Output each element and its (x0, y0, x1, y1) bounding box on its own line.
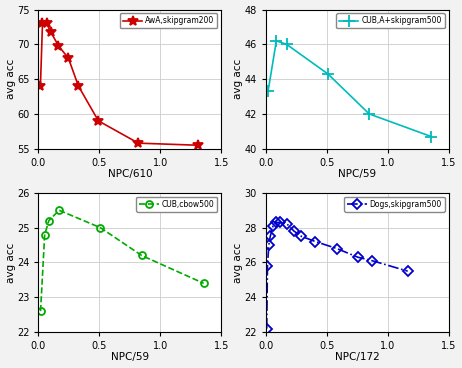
Line: Dogs,skipgram500: Dogs,skipgram500 (263, 219, 411, 332)
X-axis label: NPC/59: NPC/59 (338, 169, 377, 179)
Dogs,skipgram500 (313, 239, 318, 244)
Legend: CUB,A+skipgram500: CUB,A+skipgram500 (336, 13, 445, 28)
X-axis label: NPC/172: NPC/172 (335, 353, 380, 362)
CUB,cbow500 (56, 208, 62, 212)
AwA,skipgram200 (37, 84, 43, 88)
AwA,skipgram200 (56, 43, 61, 48)
Legend: AwA,skipgram200: AwA,skipgram200 (120, 13, 218, 28)
Dogs,skipgram500 (267, 234, 273, 238)
AwA,skipgram200 (96, 119, 101, 123)
Dogs,skipgram500 (370, 258, 375, 263)
Line: CUB,cbow500: CUB,cbow500 (37, 207, 207, 315)
AwA,skipgram200 (66, 56, 71, 60)
Dogs,skipgram500 (270, 224, 276, 228)
AwA,skipgram200 (44, 21, 49, 26)
CUB,A+skipgram500 (265, 89, 271, 93)
Legend: Dogs,skipgram500: Dogs,skipgram500 (345, 197, 445, 212)
Y-axis label: avg acc: avg acc (6, 59, 16, 99)
CUB,cbow500 (46, 219, 52, 223)
Y-axis label: avg acc: avg acc (233, 242, 243, 283)
Dogs,skipgram500 (266, 243, 272, 247)
CUB,cbow500 (139, 253, 145, 258)
Dogs,skipgram500 (264, 326, 269, 331)
AwA,skipgram200 (195, 143, 201, 148)
AwA,skipgram200 (136, 141, 141, 145)
X-axis label: NPC/610: NPC/610 (108, 169, 152, 179)
CUB,cbow500 (97, 226, 103, 230)
CUB,cbow500 (201, 281, 207, 286)
Dogs,skipgram500 (298, 234, 304, 238)
Dogs,skipgram500 (273, 220, 279, 224)
CUB,cbow500 (42, 233, 48, 237)
Dogs,skipgram500 (277, 220, 283, 224)
CUB,A+skipgram500 (274, 39, 279, 43)
Line: CUB,A+skipgram500: CUB,A+skipgram500 (262, 35, 437, 142)
CUB,cbow500 (38, 309, 43, 314)
CUB,A+skipgram500 (428, 134, 434, 139)
Line: AwA,skipgram200: AwA,skipgram200 (36, 19, 203, 150)
Legend: CUB,cbow500: CUB,cbow500 (136, 197, 218, 212)
AwA,skipgram200 (76, 84, 81, 88)
Dogs,skipgram500 (265, 264, 270, 268)
CUB,A+skipgram500 (325, 72, 331, 76)
CUB,A+skipgram500 (366, 112, 372, 116)
AwA,skipgram200 (40, 21, 45, 26)
Dogs,skipgram500 (355, 255, 361, 259)
AwA,skipgram200 (48, 29, 54, 34)
CUB,A+skipgram500 (284, 42, 289, 47)
X-axis label: NPC/59: NPC/59 (111, 353, 149, 362)
Dogs,skipgram500 (291, 229, 297, 233)
Dogs,skipgram500 (285, 222, 290, 226)
Dogs,skipgram500 (405, 269, 410, 273)
Y-axis label: avg acc: avg acc (233, 59, 243, 99)
Y-axis label: avg acc: avg acc (6, 242, 16, 283)
Dogs,skipgram500 (334, 246, 340, 251)
